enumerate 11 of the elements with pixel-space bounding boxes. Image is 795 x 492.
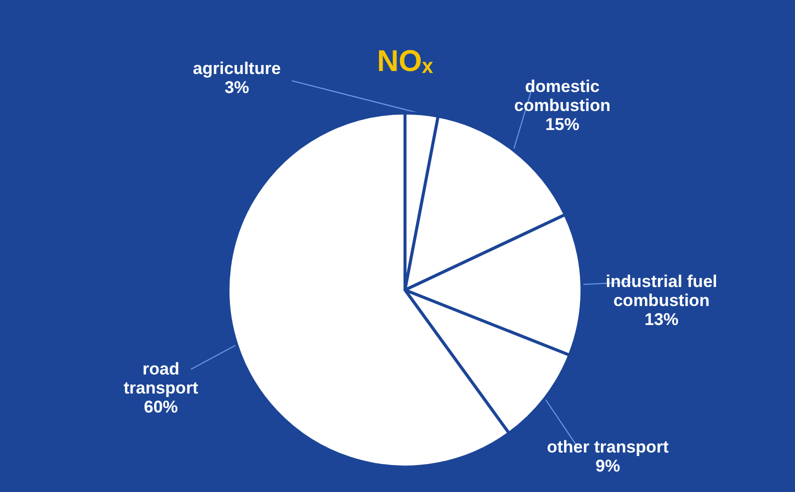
data-label: 60% [144,397,178,416]
slice-label: domestic combustion [514,77,610,116]
data-label: 15% [545,115,580,134]
slice-label: agriculture [192,58,281,78]
data-label: 13% [644,310,679,329]
slice-label: road transport [124,359,199,398]
slice-label: industrial fuel combustion [606,272,718,310]
data-label: 9% [596,456,620,476]
slice-label: other transport [546,437,670,456]
data-label: 3% [224,78,250,97]
chart-title: NOₓ [377,45,434,78]
